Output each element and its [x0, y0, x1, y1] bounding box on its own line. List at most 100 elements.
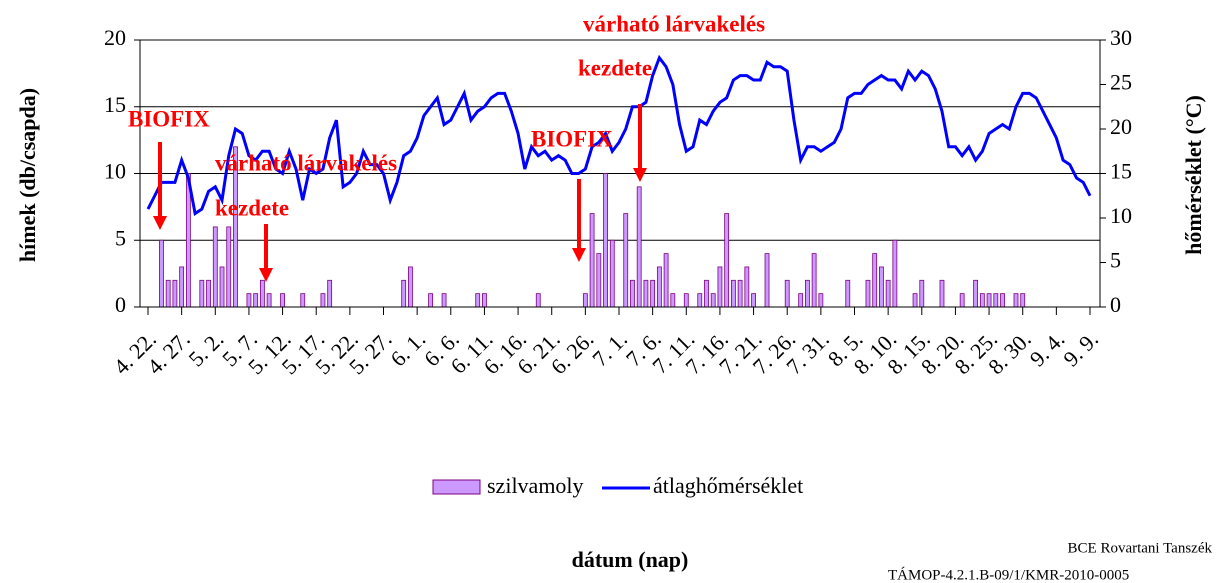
credit: BCE Rovartani Tanszék: [1068, 540, 1213, 556]
bar: [212, 226, 218, 308]
bar: [159, 239, 164, 308]
annotation: kezdete: [578, 55, 652, 80]
bar: [845, 279, 851, 308]
bar: [979, 293, 985, 308]
bar: [764, 253, 770, 308]
annotation: BIOFIX: [531, 126, 613, 151]
legend-label: szilvamoly: [487, 473, 584, 498]
bar: [630, 279, 635, 308]
bar: [428, 293, 434, 308]
y-tick-label: 10: [104, 159, 126, 184]
bar: [737, 279, 743, 308]
legend-swatch: [432, 479, 481, 495]
bar: [717, 266, 723, 308]
x-axis-label: dátum (nap): [572, 547, 689, 572]
bar: [818, 293, 824, 308]
bar: [300, 293, 306, 308]
credit: TÁMOP-4.2.1.B-09/1/KMR-2010-0005: [888, 566, 1129, 583]
y2-tick-label: 10: [1110, 203, 1132, 228]
bar: [939, 279, 945, 308]
bar: [663, 253, 669, 308]
arrow-head: [259, 268, 273, 282]
bar: [401, 279, 407, 308]
bar: [582, 293, 588, 308]
y2-tick-label: 20: [1110, 114, 1132, 139]
annotation: várható lárvakelés: [215, 150, 397, 175]
legend-label: átlaghőmérséklet: [653, 473, 803, 498]
bar: [912, 293, 918, 308]
arrow-head: [153, 216, 167, 230]
bar: [1013, 293, 1019, 308]
bar: [219, 266, 225, 308]
y2-axis-label: hőmérséklet (°C): [1181, 95, 1206, 255]
bar: [656, 266, 662, 308]
bar: [636, 186, 642, 308]
bar: [892, 239, 898, 308]
bar: [704, 279, 709, 308]
y2-tick-label: 25: [1110, 70, 1132, 95]
bar: [798, 293, 804, 308]
annotation: várható lárvakelés: [583, 11, 765, 36]
bar: [609, 239, 615, 308]
bar: [206, 279, 211, 308]
y2-tick-label: 0: [1110, 292, 1121, 317]
bar: [320, 293, 326, 308]
line: [146, 54, 1092, 217]
bar: [730, 279, 736, 308]
bar: [259, 279, 265, 308]
bar: [475, 293, 481, 308]
bar: [185, 173, 191, 308]
bar: [710, 293, 716, 308]
bar: [596, 253, 602, 308]
bar: [650, 279, 656, 308]
bar: [811, 253, 817, 308]
bar: [751, 293, 756, 308]
bar: [683, 293, 689, 308]
annotation: BIOFIX: [128, 106, 210, 131]
bar: [172, 279, 178, 308]
bar: [744, 266, 750, 308]
bar: [327, 279, 333, 308]
bar: [865, 279, 871, 308]
bar: [724, 213, 730, 308]
annotation: kezdete: [215, 195, 289, 220]
bar: [266, 293, 272, 308]
bar: [199, 279, 205, 308]
bar: [179, 266, 185, 308]
bar: [441, 293, 447, 308]
y-tick-label: 15: [104, 92, 126, 117]
bar: [1000, 293, 1005, 308]
bar: [253, 293, 259, 308]
bar: [408, 266, 413, 308]
bar: [784, 279, 790, 308]
bar: [603, 173, 608, 308]
bar: [697, 293, 703, 308]
bar: [280, 293, 285, 308]
bar: [482, 293, 487, 308]
x-tick-label: 9. 9.: [1058, 326, 1103, 371]
y-tick-label: 0: [115, 292, 126, 317]
bar: [1020, 293, 1026, 308]
bar: [959, 293, 965, 308]
y-tick-label: 20: [104, 25, 126, 50]
y2-tick-label: 5: [1110, 248, 1121, 273]
y2-tick-label: 15: [1110, 159, 1132, 184]
bar: [973, 279, 979, 308]
bar: [879, 266, 884, 308]
bar: [670, 293, 676, 308]
bar: [226, 226, 232, 308]
bar: [535, 293, 541, 308]
bar: [885, 279, 891, 308]
bar: [805, 279, 810, 308]
y-tick-label: 5: [115, 225, 126, 250]
bar: [165, 279, 171, 308]
bar: [919, 279, 925, 308]
bar: [246, 293, 252, 308]
arrow-head: [633, 168, 647, 182]
bar: [872, 253, 878, 308]
y2-tick-label: 30: [1110, 25, 1132, 50]
y-axis-label: hímek (db/csapda): [15, 88, 40, 262]
bar: [993, 293, 999, 308]
bar: [986, 293, 992, 308]
